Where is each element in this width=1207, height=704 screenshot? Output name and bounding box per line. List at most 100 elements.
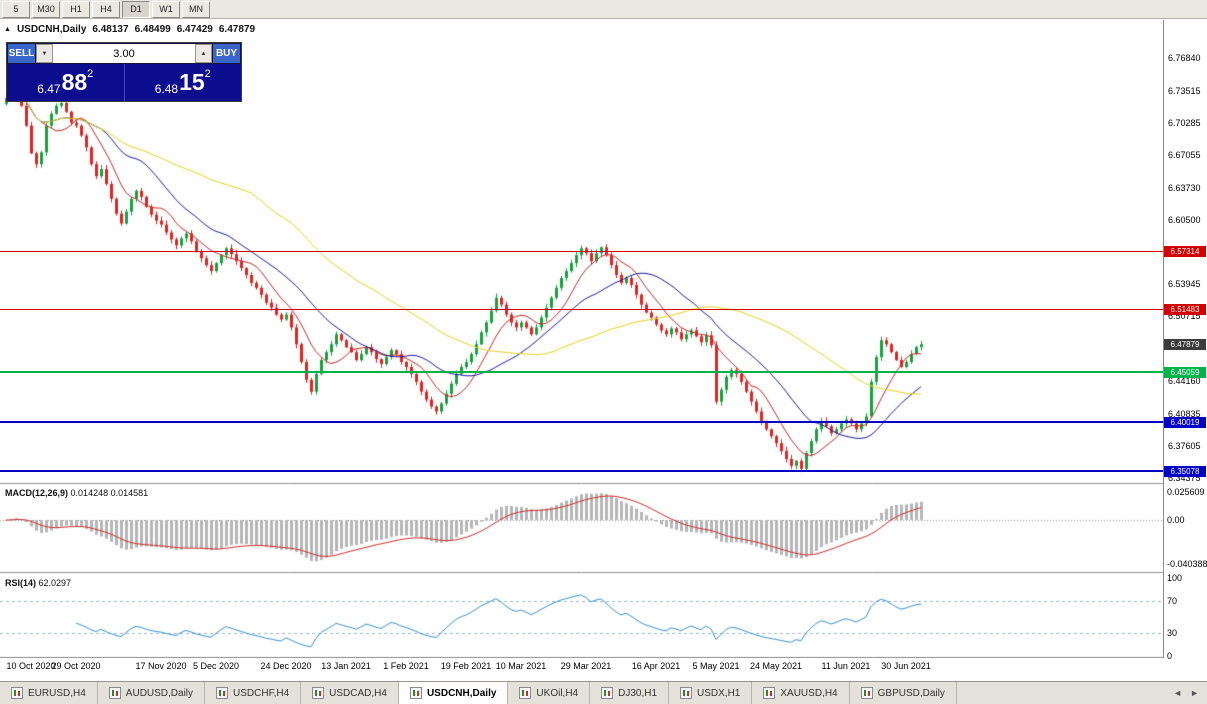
ohlc-close: 6.47879 (218, 24, 256, 35)
timeframe-button-m30[interactable]: M30 (32, 0, 60, 18)
price-chart-canvas[interactable] (0, 20, 1163, 658)
tab-label: DJ30,H1 (618, 687, 658, 699)
tab-label: USDCHF,H4 (233, 687, 290, 699)
tab-chart-icon (860, 687, 873, 699)
buy-price-small: 6.48 (154, 82, 179, 96)
rsi-axis-label: 100 (1167, 573, 1183, 583)
rsi-name: RSI(14) (5, 578, 37, 588)
price-axis-tick: 6.60500 (1168, 215, 1201, 225)
macd-label: MACD(12,26,9) 0.014248 0.014581 (5, 488, 148, 498)
tab-usdcad-h4[interactable]: USDCAD,H4 (301, 682, 399, 704)
price-axis-tick: 6.67055 (1168, 150, 1201, 160)
date-axis-label: 24 May 2021 (749, 661, 803, 671)
tab-scroll-arrows: ◄ ► (1165, 682, 1207, 704)
horizontal-level-line[interactable] (0, 470, 1163, 472)
price-level-tag: 6.51483 (1164, 304, 1206, 315)
timeframe-toolbar: 5 M30 H1 H4 D1 W1 MN (0, 0, 1207, 19)
tab-xauusd-h4[interactable]: XAUUSD,H4 (752, 682, 850, 704)
tab-eurusd-h4[interactable]: EURUSD,H4 (0, 682, 98, 704)
rsi-axis-label: 30 (1167, 628, 1178, 638)
tab-chart-icon (11, 687, 23, 699)
timeframe-button-5[interactable]: 5 (2, 0, 30, 18)
date-axis-label: 10 Mar 2021 (495, 661, 547, 671)
buy-price-sup: 2 (204, 68, 211, 80)
lot-decrease-button[interactable]: ▼ (36, 44, 53, 63)
date-axis-label: 10 Oct 2020 (6, 661, 56, 671)
date-axis-label: 1 Feb 2021 (383, 661, 429, 671)
price-axis-tick: 6.70285 (1168, 118, 1201, 128)
one-click-trading-panel: SELL ▼ ▲ BUY 6.47 88 2 6.48 15 2 (6, 42, 242, 102)
price-axis-tick: 6.53945 (1168, 279, 1201, 289)
tab-label: XAUUSD,H4 (780, 687, 838, 699)
sell-price-big: 88 (61, 69, 88, 95)
tab-usdx-h1[interactable]: USDX,H1 (669, 682, 753, 704)
tab-ukoil-h4[interactable]: UKOil,H4 (508, 682, 591, 704)
timeframe-button-w1[interactable]: W1 (152, 0, 180, 18)
collapse-panel-icon[interactable]: ▲ (4, 26, 11, 33)
ohlc-high: 6.48499 (134, 24, 171, 35)
timeframe-button-h4[interactable]: H4 (92, 0, 120, 18)
sell-price-small: 6.47 (37, 82, 61, 96)
date-axis-label: 17 Nov 2020 (135, 661, 187, 671)
macd-values: 0.014248 0.014581 (70, 488, 149, 498)
lot-increase-button[interactable]: ▲ (195, 44, 212, 63)
buy-price-display[interactable]: 6.48 15 2 (125, 64, 242, 101)
horizontal-level-line[interactable] (0, 251, 1163, 252)
buy-button[interactable]: BUY (212, 43, 241, 64)
tab-chart-icon (519, 687, 532, 699)
rsi-axis-label: 0 (1167, 651, 1173, 661)
date-axis-label: 16 Apr 2021 (631, 661, 681, 671)
chart-header: ▲ USDCNH,Daily 6.48137 6.48499 6.47429 6… (4, 24, 255, 35)
sell-price-display[interactable]: 6.47 88 2 (7, 64, 125, 101)
chart-window: ▲ USDCNH,Daily 6.48137 6.48499 6.47429 6… (0, 20, 1207, 681)
timeframe-button-h1[interactable]: H1 (62, 0, 90, 18)
tab-chart-icon (216, 687, 229, 699)
date-axis-label: 19 Feb 2021 (440, 661, 492, 671)
tab-scroll-left-icon[interactable]: ◄ (1173, 688, 1183, 698)
macd-axis-label: 0.00 (1167, 515, 1185, 525)
horizontal-level-line[interactable] (0, 371, 1163, 373)
tab-gbpusd-daily[interactable]: GBPUSD,Daily (850, 682, 957, 704)
tab-chart-icon (601, 687, 614, 699)
date-axis-label: 13 Jan 2021 (321, 661, 371, 671)
rsi-axis-label: 70 (1167, 596, 1178, 606)
tab-label: UKOil,H4 (536, 687, 579, 699)
price-axis-tick: 6.34375 (1168, 473, 1201, 483)
ohlc-low: 6.47429 (176, 24, 213, 35)
rsi-value: 62.0297 (38, 578, 72, 588)
horizontal-level-line[interactable] (0, 309, 1163, 310)
macd-axis-label: -0.040388 (1167, 559, 1207, 569)
price-level-tag: 6.35078 (1164, 466, 1206, 477)
date-axis-label: 29 Mar 2021 (560, 661, 612, 671)
macd-name: MACD(12,26,9) (5, 488, 69, 498)
price-level-tag: 6.45059 (1164, 367, 1206, 378)
tab-label: EURUSD,H4 (28, 687, 86, 699)
tab-dj30-h1[interactable]: DJ30,H1 (590, 682, 670, 704)
tab-scroll-right-icon[interactable]: ► (1190, 688, 1199, 698)
sell-button[interactable]: SELL (7, 43, 36, 64)
tab-audusd-daily[interactable]: AUDUSD,Daily (98, 682, 206, 704)
price-axis-tick: 6.73515 (1168, 86, 1201, 96)
price-axis-tick: 6.63730 (1168, 183, 1201, 193)
tab-label: USDCAD,H4 (329, 687, 387, 699)
ohlc-open: 6.48137 (92, 24, 129, 35)
date-axis-label: 5 Dec 2020 (192, 661, 240, 671)
tab-label: AUDUSD,Daily (125, 687, 194, 699)
tab-usdchf-h4[interactable]: USDCHF,H4 (205, 682, 302, 704)
price-level-tag: 6.40019 (1164, 417, 1206, 428)
date-axis-label: 24 Dec 2020 (260, 661, 312, 671)
buy-price-big: 15 (179, 69, 205, 95)
chart-tabbar: EURUSD,H4 AUDUSD,Daily USDCHF,H4 USDCAD,H4 U… (0, 681, 1207, 704)
price-axis-tick: 6.76840 (1168, 53, 1201, 63)
timeframe-button-mn[interactable]: MN (182, 0, 210, 18)
tab-chart-icon (680, 687, 693, 699)
date-axis-label: 11 Jun 2021 (821, 661, 871, 671)
timeframe-button-d1[interactable]: D1 (122, 0, 150, 18)
tab-label: USDCNH,Daily (426, 687, 497, 699)
date-axis-label: 5 May 2021 (692, 661, 740, 671)
lot-size-input[interactable] (53, 44, 195, 63)
price-axis-tick: 6.40835 (1168, 409, 1201, 419)
horizontal-level-line[interactable] (0, 421, 1163, 423)
tab-usdcnh-daily[interactable]: USDCNH,Daily (398, 682, 509, 704)
